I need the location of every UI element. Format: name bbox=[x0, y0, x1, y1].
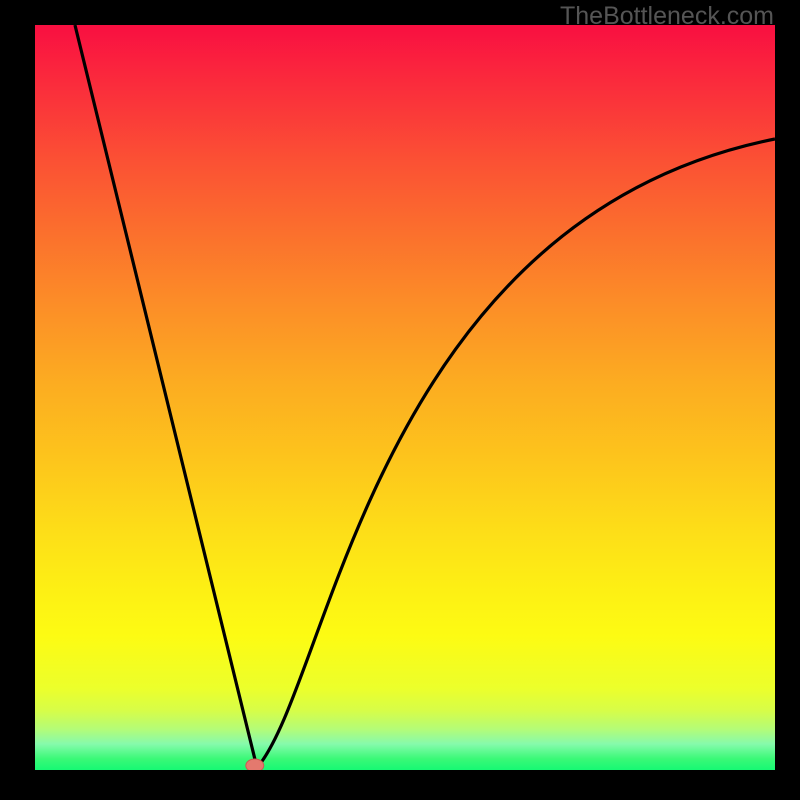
bottleneck-chart bbox=[0, 0, 800, 800]
chart-stage: TheBottleneck.com bbox=[0, 0, 800, 800]
plot-gradient-area bbox=[35, 25, 775, 770]
